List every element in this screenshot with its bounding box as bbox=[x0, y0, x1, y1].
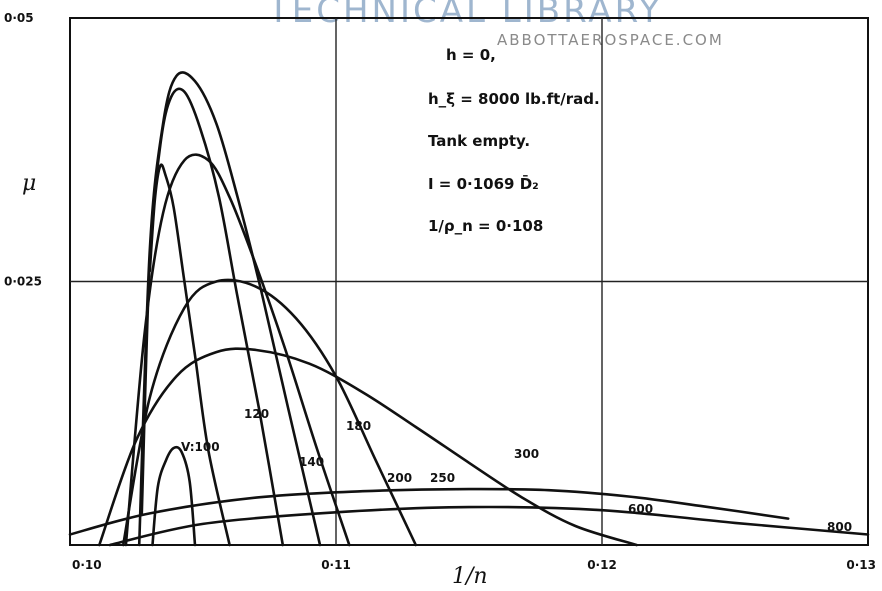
curve-label-800: 800 bbox=[827, 520, 852, 534]
x-tick-label: 0·13 bbox=[846, 558, 876, 572]
curve-label-140: 140 bbox=[299, 455, 324, 469]
curve-140 bbox=[140, 87, 285, 547]
annotation-h: h = 0, bbox=[446, 46, 496, 64]
y-axis-label: μ bbox=[22, 171, 36, 196]
curve-800 bbox=[108, 505, 870, 547]
tick-labels: 0·10 0·11 0·12 0·13 0·05 0·025 bbox=[4, 11, 876, 572]
annotation-inertia: I = 0·1069 D̄₂ bbox=[428, 173, 539, 193]
watermark: TECHNICAL LIBRARY ABBOTTAEROSPACE.COM bbox=[267, 0, 724, 49]
curves bbox=[68, 71, 870, 547]
curve-label-600: 600 bbox=[628, 502, 653, 516]
y-tick-label: 0·05 bbox=[4, 11, 34, 25]
x-tick-label: 0·11 bbox=[321, 558, 351, 572]
curve-300 bbox=[98, 347, 638, 547]
annotation-h-xi: h_ξ = 8000 lb.ft/rad. bbox=[428, 90, 600, 108]
curve-600 bbox=[68, 487, 790, 536]
curve-v-100 bbox=[151, 445, 197, 547]
curve-180 bbox=[137, 71, 322, 547]
grid-lines bbox=[70, 18, 868, 545]
annotation-tank: Tank empty. bbox=[428, 132, 530, 150]
x-tick-label: 0·12 bbox=[587, 558, 617, 572]
curve-250 bbox=[121, 278, 418, 547]
curve-200 bbox=[124, 153, 351, 547]
watermark-library: TECHNICAL LIBRARY bbox=[267, 0, 663, 31]
annotation-rho: 1/ρ_n = 0·108 bbox=[428, 217, 543, 235]
x-tick-label: 0·10 bbox=[72, 558, 102, 572]
y-tick-label: 0·025 bbox=[4, 275, 42, 289]
curve-label-120: 120 bbox=[244, 407, 269, 421]
x-axis-label: 1/n bbox=[452, 564, 488, 589]
curve-labels: V:100 120 140 180 200 250 300 600 800 bbox=[181, 407, 852, 534]
curve-label-250: 250 bbox=[430, 471, 455, 485]
curve-label-180: 180 bbox=[346, 419, 371, 433]
curve-label-v-100: V:100 bbox=[181, 440, 220, 454]
curve-label-300: 300 bbox=[514, 447, 539, 461]
annotation-block: h = 0, h_ξ = 8000 lb.ft/rad. Tank empty.… bbox=[428, 46, 600, 235]
curve-label-200: 200 bbox=[387, 471, 412, 485]
watermark-site: ABBOTTAEROSPACE.COM bbox=[497, 31, 724, 49]
